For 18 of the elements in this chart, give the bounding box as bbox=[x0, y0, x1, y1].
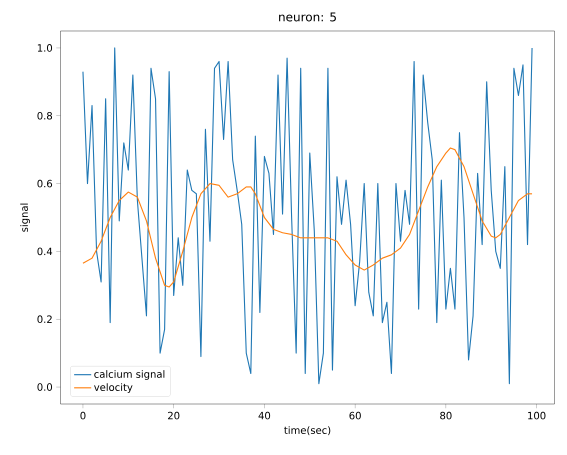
legend-label: calcium signal bbox=[94, 370, 164, 380]
x-tick-label: 20 bbox=[168, 412, 180, 420]
x-axis-title: time(sec) bbox=[284, 426, 330, 436]
y-tick-label: 0.8 bbox=[37, 112, 52, 120]
y-tick-label: 0.2 bbox=[37, 315, 52, 324]
y-tick-label: 1.0 bbox=[38, 44, 52, 52]
x-tick-label: 40 bbox=[258, 412, 270, 420]
line-series bbox=[82, 47, 533, 384]
x-tick-label: 0 bbox=[80, 412, 86, 420]
y-axis-title: signal bbox=[20, 204, 30, 232]
chart-title: neuron: 5 bbox=[279, 12, 336, 22]
y-tick-label: 0.6 bbox=[37, 180, 52, 188]
y-tick-label: 0.0 bbox=[37, 383, 52, 391]
legend-label: velocity bbox=[94, 383, 133, 393]
x-tick-label: 100 bbox=[528, 412, 546, 420]
x-tick-label: 80 bbox=[440, 412, 452, 420]
x-tick-label: 60 bbox=[349, 412, 361, 420]
y-tick-label: 0.4 bbox=[37, 248, 52, 256]
